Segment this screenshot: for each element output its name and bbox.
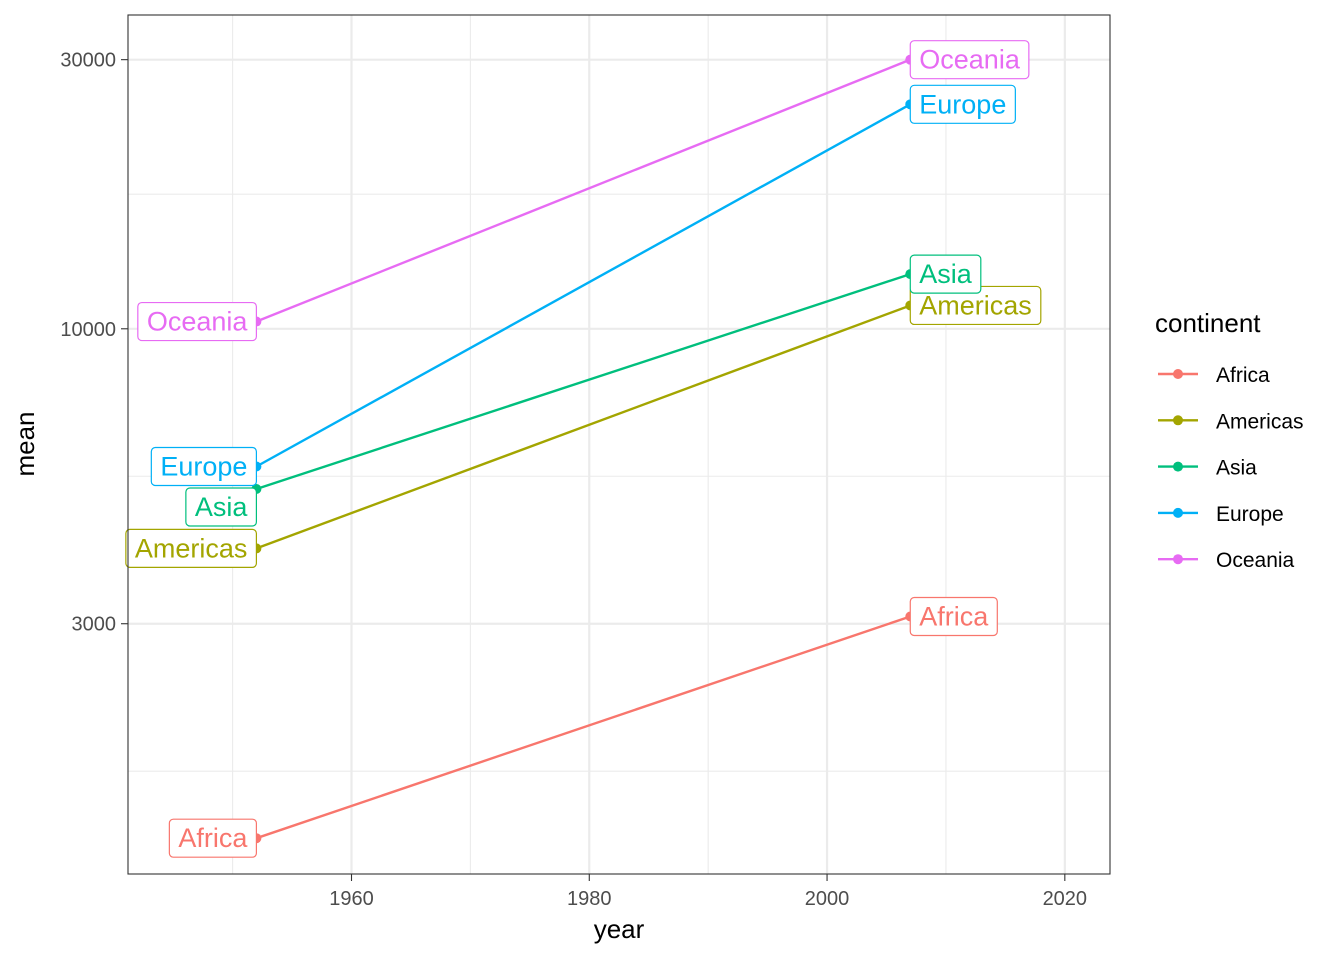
label-box — [150, 446, 257, 487]
x-tick-label: 2000 — [805, 888, 850, 910]
label-text: Oceania — [147, 307, 249, 337]
x-tick-label: 1980 — [567, 888, 612, 910]
series-line-africa — [256, 615, 911, 840]
legend-key-point — [1173, 369, 1183, 379]
label-box — [137, 301, 257, 342]
label-box — [168, 818, 257, 858]
point-label-africa: Africa — [168, 818, 257, 858]
minor-gridlines — [128, 15, 1110, 874]
label-text: Africa — [178, 823, 248, 853]
legend-label: Americas — [1216, 410, 1304, 433]
y-axis-title: mean — [10, 411, 40, 476]
label-text: Oceania — [919, 45, 1021, 75]
label-text: Africa — [919, 601, 989, 631]
legend-label: Europe — [1216, 503, 1284, 526]
legend-item-asia: Asia — [1158, 457, 1257, 480]
legend-label: Africa — [1216, 364, 1270, 387]
label-text: Europe — [919, 89, 1006, 119]
major-gridlines — [128, 15, 1110, 874]
legend-label: Asia — [1216, 457, 1257, 480]
series-line-oceania — [255, 58, 911, 323]
point-label-oceania: Oceania — [909, 40, 1030, 80]
label-text: Europe — [160, 451, 247, 481]
label-box — [125, 528, 257, 569]
point-label-africa: Africa — [909, 596, 998, 637]
x-axis: 1960 1980 2000 2020 — [329, 874, 1087, 910]
point-label-europe: Europe — [909, 84, 1016, 124]
point-label-americas: Americas — [909, 285, 1042, 326]
legend-item-americas: Americas — [1158, 410, 1304, 433]
y-axis: 3000 10000 30000 — [60, 50, 128, 636]
label-text: Asia — [919, 259, 973, 289]
x-axis-title: year — [594, 914, 645, 944]
label-box — [909, 84, 1016, 124]
label-box — [909, 40, 1030, 80]
x-tick-label: 2020 — [1043, 888, 1088, 910]
label-box — [909, 254, 982, 294]
y-tick-label: 3000 — [72, 614, 117, 636]
legend-key-point — [1173, 507, 1183, 518]
plot-panel-border — [127, 14, 1111, 875]
legend-key-point — [1173, 415, 1183, 426]
series-line-asia — [256, 272, 911, 491]
legend-key-point — [1173, 554, 1183, 565]
point-labels: AfricaAfricaAmericasAmericasAsiaAsiaOcea… — [125, 40, 1042, 858]
label-box — [185, 487, 257, 527]
point-label-americas: Americas — [125, 528, 257, 569]
label-box — [909, 596, 998, 637]
label-text: Asia — [195, 492, 249, 522]
legend-item-africa: Africa — [1158, 364, 1270, 387]
legend-item-europe: Europe — [1158, 503, 1284, 526]
label-text: Americas — [135, 533, 248, 563]
series-line-americas — [255, 304, 911, 550]
point-label-europe: Europe — [150, 446, 257, 487]
legend-key-point — [1173, 461, 1183, 472]
point-label-asia: Asia — [909, 254, 982, 294]
series-lines — [255, 58, 911, 840]
y-tick-label: 30000 — [60, 50, 116, 72]
y-tick-label: 10000 — [60, 319, 116, 341]
series-line-europe — [255, 103, 911, 468]
point-label-oceania: Oceania — [137, 301, 257, 342]
legend-item-oceania: Oceania — [1158, 549, 1295, 572]
label-text: Americas — [919, 290, 1032, 320]
x-tick-label: 1960 — [329, 888, 374, 910]
legend-label: Oceania — [1216, 549, 1295, 572]
point-label-asia: Asia — [185, 487, 257, 527]
legend-title: continent — [1155, 308, 1261, 338]
legend: continent Africa Americas Asia Europe Oceani… — [1155, 308, 1304, 572]
